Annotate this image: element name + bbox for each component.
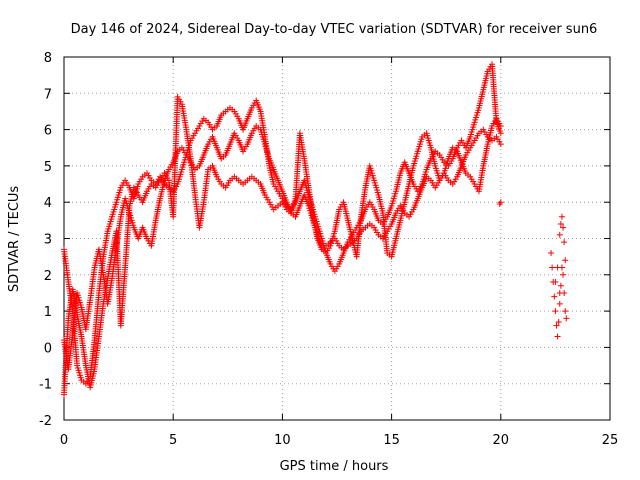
data-point [549, 264, 556, 271]
chart-title: Day 146 of 2024, Sidereal Day-to-day VTE… [71, 22, 598, 37]
data-point [557, 220, 564, 227]
data-point [497, 141, 504, 148]
y-tick-label: 7 [44, 87, 52, 102]
data-point [548, 250, 555, 257]
y-tick-label: 3 [44, 233, 52, 248]
data-point [497, 199, 504, 206]
data-point [562, 308, 569, 315]
data-point [497, 130, 504, 137]
data-point [563, 315, 570, 322]
data-point [556, 300, 563, 307]
y-tick-label: 4 [44, 196, 52, 211]
data-point [552, 308, 559, 315]
x-tick-label: 5 [169, 433, 177, 448]
data-point [560, 271, 567, 278]
data-point [557, 282, 564, 289]
y-tick-label: -1 [39, 378, 52, 393]
x-tick-label: 10 [274, 433, 291, 448]
y-tick-label: 0 [44, 341, 52, 356]
y-tick-label: 1 [44, 305, 52, 320]
data-point [497, 122, 504, 129]
x-tick-label: 20 [493, 433, 510, 448]
data-point [551, 293, 558, 300]
data-point [560, 224, 567, 231]
data-point [554, 264, 561, 271]
data-point [553, 322, 560, 329]
data-point [562, 257, 569, 264]
y-tick-label: 6 [44, 124, 52, 139]
y-tick-label: -2 [39, 414, 52, 429]
x-tick-label: 0 [60, 433, 68, 448]
data-point [556, 289, 563, 296]
data-point [558, 213, 565, 220]
grid-lines [64, 57, 610, 420]
y-axis-label: SDTVAR / TECUs [7, 186, 22, 293]
y-tick-label: 5 [44, 160, 52, 175]
plot-frame [63, 56, 611, 421]
data-point [552, 279, 559, 286]
x-tick-label: 25 [602, 433, 619, 448]
data-point [556, 231, 563, 238]
x-tick-label: 15 [383, 433, 400, 448]
data-points [61, 61, 570, 398]
y-tick-label: 8 [44, 51, 52, 66]
data-point [555, 318, 562, 325]
y-tick-label: 2 [44, 269, 52, 284]
x-axis-label: GPS time / hours [280, 459, 389, 474]
axis-tick-labels: 0 5 10 15 20 25 -2 -1 0 1 2 3 4 5 6 7 8 [39, 51, 618, 448]
data-point [561, 239, 568, 246]
data-point [554, 333, 561, 340]
